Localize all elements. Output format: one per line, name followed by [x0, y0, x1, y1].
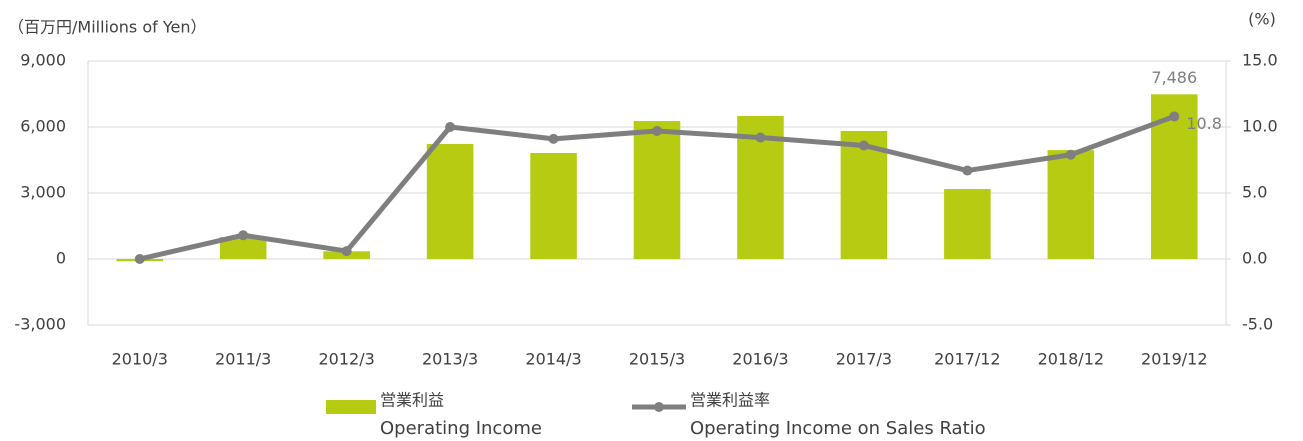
x-tick-label: 2013/3 — [422, 350, 478, 369]
bar — [426, 143, 474, 259]
x-tick-label: 2010/3 — [112, 350, 168, 369]
line-marker — [858, 140, 869, 151]
y-tick-label: -3,000 — [14, 315, 66, 334]
x-tick-label: 2014/3 — [525, 350, 581, 369]
y2-tick-label: 0.0 — [1242, 249, 1267, 268]
bar — [840, 130, 888, 259]
line-marker — [134, 254, 145, 264]
legend-label: Operating Income — [380, 418, 542, 439]
line-marker — [1169, 111, 1180, 122]
line-marker — [548, 133, 559, 144]
legend-swatch — [654, 402, 664, 412]
line-marker — [341, 246, 352, 257]
line-marker — [238, 230, 249, 241]
data-label: 7,486 — [1151, 68, 1197, 87]
x-tick-label: 2018/12 — [1038, 350, 1104, 369]
bar — [1047, 150, 1095, 259]
bar — [530, 152, 577, 259]
x-tick-label: 2016/3 — [732, 350, 788, 369]
legend-label: 営業利益 — [380, 391, 444, 410]
line-marker — [652, 125, 662, 136]
bar — [219, 237, 267, 259]
y-tick-label: 0 — [56, 249, 66, 268]
data-label: 10.8 — [1186, 114, 1222, 133]
y-axis-label: （百万円/Millions of Yen） — [8, 18, 206, 37]
y-tick-label: 9,000 — [20, 51, 66, 70]
line-marker — [445, 122, 456, 132]
bar — [944, 189, 991, 259]
x-tick-label: 2017/3 — [836, 350, 892, 369]
y-tick-label: 3,000 — [20, 183, 66, 202]
line-marker — [755, 132, 766, 143]
line-marker — [1065, 149, 1076, 160]
y2-tick-label: -5.0 — [1242, 315, 1273, 334]
legend-swatch — [326, 400, 376, 414]
x-tick-label: 2019/12 — [1141, 350, 1207, 369]
y-tick-label: 6,000 — [20, 117, 66, 136]
y2-tick-label: 5.0 — [1242, 183, 1267, 202]
legend-label: Operating Income on Sales Ratio — [690, 418, 986, 439]
x-tick-label: 2012/3 — [318, 350, 374, 369]
line-marker — [962, 165, 973, 176]
x-tick-label: 2015/3 — [629, 350, 685, 369]
y2-tick-label: 10.0 — [1242, 117, 1278, 136]
y2-axis-label: (%) — [1248, 10, 1276, 29]
y2-tick-label: 15.0 — [1242, 51, 1278, 70]
x-tick-label: 2017/12 — [934, 350, 1000, 369]
legend-label: 営業利益率 — [690, 391, 770, 410]
x-tick-label: 2011/3 — [215, 350, 271, 369]
bar — [633, 121, 681, 259]
